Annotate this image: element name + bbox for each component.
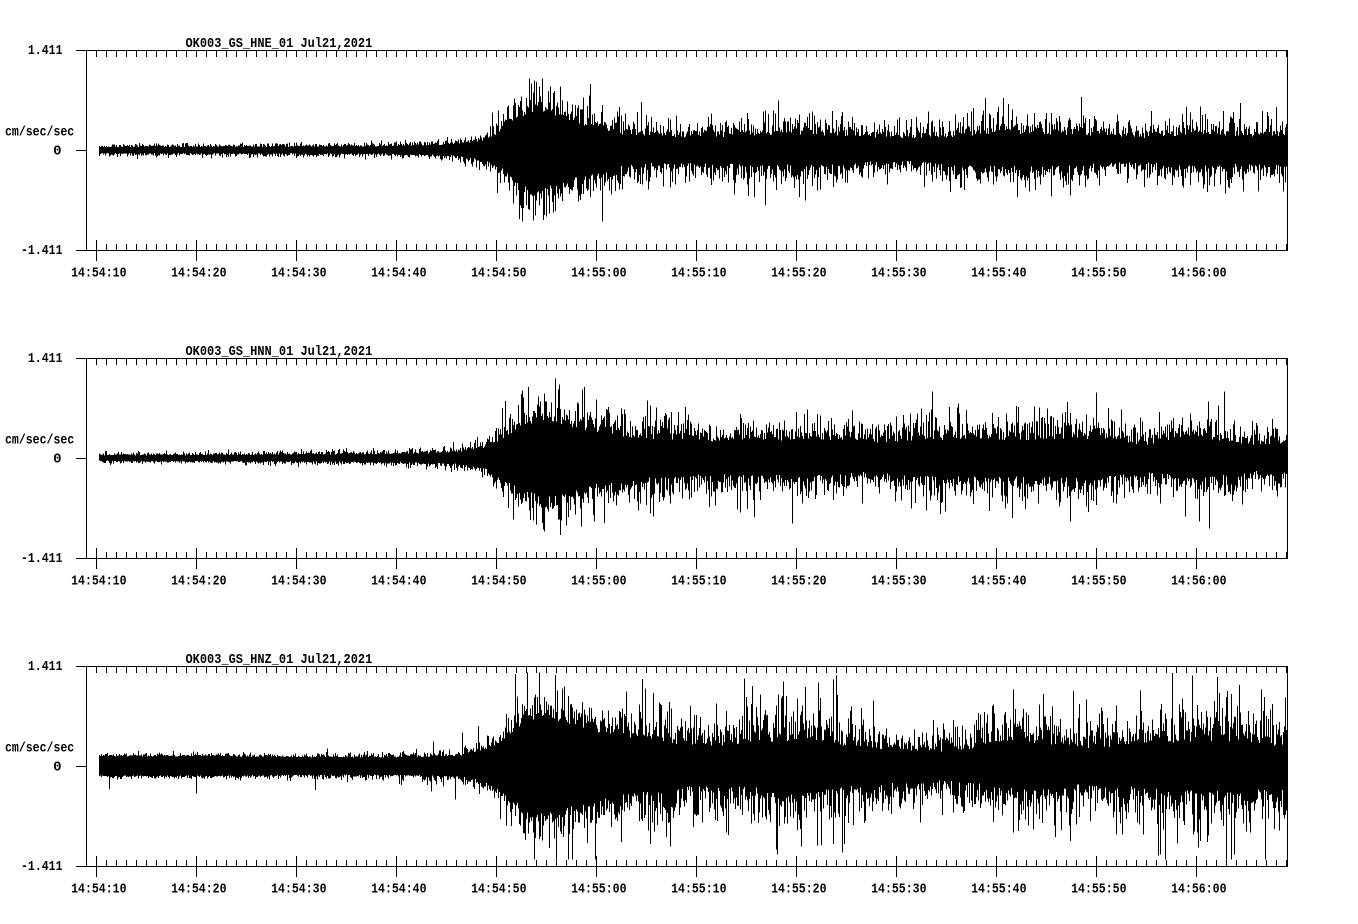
svg-text:14:54:50: 14:54:50: [471, 882, 526, 898]
svg-text:14:56:00: 14:56:00: [1171, 574, 1226, 590]
svg-text:14:55:50: 14:55:50: [1071, 266, 1126, 282]
svg-text:14:54:40: 14:54:40: [371, 266, 426, 282]
svg-text:14:54:40: 14:54:40: [371, 882, 426, 898]
svg-text:14:54:10: 14:54:10: [71, 266, 126, 282]
svg-text:-1.411: -1.411: [21, 859, 63, 875]
svg-text:14:54:30: 14:54:30: [271, 574, 326, 590]
svg-text:14:54:50: 14:54:50: [471, 266, 526, 282]
svg-text:OK003_GS_HNE_01 Jul21,2021: OK003_GS_HNE_01 Jul21,2021: [186, 36, 373, 52]
svg-text:14:55:00: 14:55:00: [571, 882, 626, 898]
svg-text:14:55:40: 14:55:40: [971, 574, 1026, 590]
svg-text:1.411: 1.411: [28, 351, 63, 367]
svg-text:14:55:40: 14:55:40: [971, 266, 1026, 282]
svg-text:14:55:30: 14:55:30: [871, 266, 926, 282]
svg-text:-1.411: -1.411: [21, 243, 63, 259]
svg-text:14:56:00: 14:56:00: [1171, 882, 1226, 898]
svg-text:14:55:50: 14:55:50: [1071, 574, 1126, 590]
svg-text:cm/sec/sec: cm/sec/sec: [5, 741, 74, 757]
svg-text:14:55:00: 14:55:00: [571, 574, 626, 590]
svg-text:1.411: 1.411: [28, 43, 63, 59]
svg-text:14:54:40: 14:54:40: [371, 574, 426, 590]
svg-text:14:54:10: 14:54:10: [71, 882, 126, 898]
svg-text:14:54:30: 14:54:30: [271, 882, 326, 898]
svg-text:14:54:20: 14:54:20: [171, 266, 226, 282]
svg-text:14:54:10: 14:54:10: [71, 574, 126, 590]
svg-text:0: 0: [53, 452, 61, 468]
svg-text:14:55:20: 14:55:20: [771, 266, 826, 282]
svg-text:14:54:30: 14:54:30: [271, 266, 326, 282]
svg-text:14:55:20: 14:55:20: [771, 574, 826, 590]
svg-text:0: 0: [53, 760, 61, 776]
svg-text:14:55:30: 14:55:30: [871, 882, 926, 898]
svg-text:14:56:00: 14:56:00: [1171, 266, 1226, 282]
svg-text:14:55:10: 14:55:10: [671, 574, 726, 590]
svg-text:14:55:10: 14:55:10: [671, 266, 726, 282]
svg-text:14:54:20: 14:54:20: [171, 574, 226, 590]
svg-text:-1.411: -1.411: [21, 551, 63, 567]
svg-text:14:54:20: 14:54:20: [171, 882, 226, 898]
svg-text:1.411: 1.411: [28, 659, 63, 675]
svg-text:cm/sec/sec: cm/sec/sec: [5, 125, 74, 141]
svg-text:14:55:30: 14:55:30: [871, 574, 926, 590]
svg-text:0: 0: [53, 144, 61, 160]
svg-text:14:55:40: 14:55:40: [971, 882, 1026, 898]
svg-text:14:55:50: 14:55:50: [1071, 882, 1126, 898]
svg-text:14:55:00: 14:55:00: [571, 266, 626, 282]
svg-text:14:55:10: 14:55:10: [671, 882, 726, 898]
svg-text:OK003_GS_HNZ_01 Jul21,2021: OK003_GS_HNZ_01 Jul21,2021: [186, 652, 373, 668]
svg-text:14:55:20: 14:55:20: [771, 882, 826, 898]
svg-text:cm/sec/sec: cm/sec/sec: [5, 433, 74, 449]
svg-text:14:54:50: 14:54:50: [471, 574, 526, 590]
svg-text:OK003_GS_HNN_01 Jul21,2021: OK003_GS_HNN_01 Jul21,2021: [186, 344, 373, 360]
